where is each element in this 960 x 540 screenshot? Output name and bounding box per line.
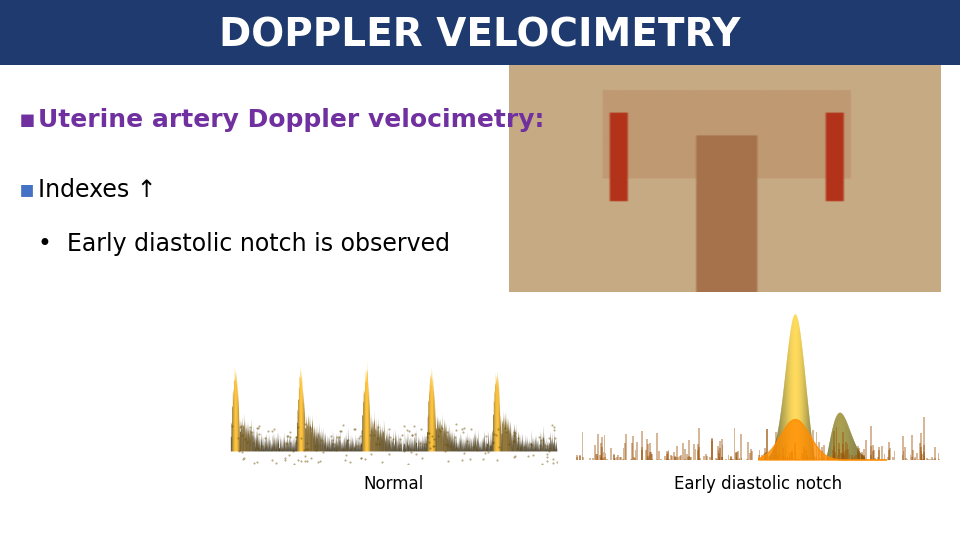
Text: ▪: ▪ bbox=[19, 178, 43, 202]
Text: ▪: ▪ bbox=[19, 108, 45, 132]
Text: •  Early diastolic notch is observed: • Early diastolic notch is observed bbox=[38, 232, 450, 256]
Text: Uterine artery Doppler velocimetry:: Uterine artery Doppler velocimetry: bbox=[38, 108, 544, 132]
Text: Early diastolic notch: Early diastolic notch bbox=[674, 475, 843, 493]
Text: UTR ART: UTR ART bbox=[436, 319, 482, 329]
Text: Normal: Normal bbox=[364, 475, 423, 493]
Text: Indexes ↑: Indexes ↑ bbox=[38, 178, 156, 202]
Text: DOPPLER VELOCIMETRY: DOPPLER VELOCIMETRY bbox=[219, 16, 741, 54]
